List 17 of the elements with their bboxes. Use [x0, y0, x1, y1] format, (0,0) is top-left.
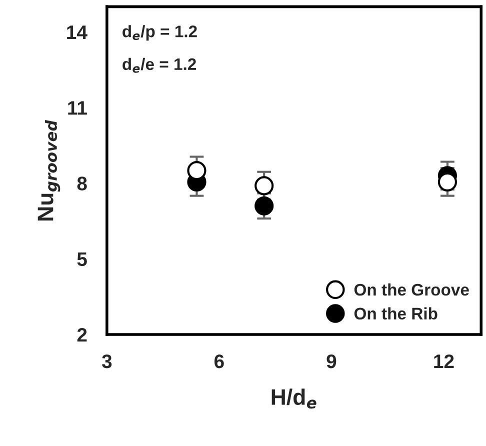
x-tick-label: 3 — [102, 354, 112, 368]
legend-label: On the Rib — [354, 307, 438, 320]
y-tick-label: 11 — [68, 101, 87, 115]
y-tick-label: 2 — [77, 328, 87, 342]
point — [254, 176, 274, 196]
x-axis-title: H/d$_{e}$ — [272, 388, 316, 409]
y-tick-label: 8 — [77, 176, 87, 190]
x-tick-label: 9 — [326, 354, 336, 368]
y-tick-label: 5 — [77, 252, 87, 266]
y-tick-label: 14 — [67, 26, 88, 39]
annotation: d$_{e}$/e = 1.2 — [122, 58, 196, 73]
x-tick-label: 12 — [434, 354, 454, 368]
annotation: d$_{e}$/p = 1.2 — [122, 25, 197, 41]
point — [254, 196, 274, 216]
legend-label: On the Groove — [354, 283, 469, 296]
y-axis-title: Nu$_{grooved}$ — [38, 120, 60, 220]
x-tick-label: 6 — [214, 354, 224, 368]
